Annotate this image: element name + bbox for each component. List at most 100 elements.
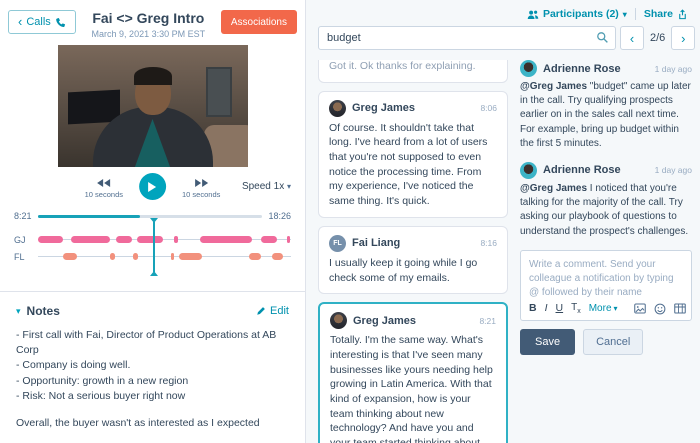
speaker-track-line[interactable] [38, 236, 291, 243]
associations-button[interactable]: Associations [220, 10, 297, 34]
clear-formatting-button[interactable]: Tx [571, 301, 581, 315]
transcript-message[interactable]: Greg James 8:06 Of course. It shouldn't … [318, 90, 508, 218]
chevron-down-icon: ▾ [286, 182, 291, 191]
comment: Adrienne Rose 1 day ago @Greg James I no… [520, 161, 692, 239]
current-time: 8:21 [14, 211, 32, 221]
match-counter: 2/6 [650, 32, 666, 44]
share-button[interactable]: Share [644, 8, 688, 20]
speaker-track-line[interactable] [38, 253, 291, 260]
edit-notes-button[interactable]: Edit [256, 305, 289, 317]
speaker-track-label: FL [14, 251, 25, 262]
comment-time: 1 day ago [654, 165, 692, 176]
bold-button[interactable]: B [529, 302, 537, 315]
speaker-name: Greg James [353, 314, 416, 327]
image-icon [633, 303, 646, 314]
progress-row: 8:21 18:26 [0, 211, 305, 221]
transcript-search-row: ‹ 2/6 › [306, 24, 700, 52]
next-match-button[interactable]: › [671, 26, 696, 50]
meta-row: Participants (2) ▾ Share [306, 0, 700, 24]
note-line: - Opportunity: growth in a new region [16, 374, 189, 387]
call-details-panel: ‹ Calls Fai <> Greg Intro March 9, 2021 … [0, 0, 305, 443]
back-to-calls-button[interactable]: ‹ Calls [8, 10, 76, 34]
play-button[interactable] [139, 173, 166, 200]
speaker-name: Greg James [352, 102, 415, 115]
avatar [520, 60, 537, 77]
avatar [329, 99, 346, 117]
speed-dropdown[interactable]: Speed 1x ▾ [242, 181, 291, 192]
underline-button[interactable]: U [555, 302, 564, 315]
transcript-message-active[interactable]: Greg James 8:21 Totally. I'm the same wa… [318, 302, 508, 443]
mention[interactable]: @Greg James [520, 182, 588, 194]
call-title-block: Fai <> Greg Intro March 9, 2021 3:30 PM … [76, 10, 221, 39]
comment-input[interactable]: Write a comment. Send your colleague a n… [529, 258, 674, 298]
video-window-shape [205, 67, 232, 117]
search-input[interactable] [318, 26, 616, 50]
participants-label: Participants (2) [542, 8, 619, 20]
comments-panel: Adrienne Rose 1 day ago @Greg James "bud… [520, 60, 694, 443]
comment-composer[interactable]: Write a comment. Send your colleague a n… [520, 249, 692, 321]
call-video[interactable] [57, 45, 248, 167]
chevron-left-icon: ‹ [18, 13, 23, 29]
chevron-down-icon: ▾ [613, 304, 618, 314]
previous-match-button[interactable]: ‹ [620, 26, 644, 50]
notes-body: - First call with Fai, Director of Produ… [16, 328, 289, 429]
message-text: Got it. Ok thanks for explaining. [329, 60, 476, 72]
rewind-icon [97, 179, 111, 187]
forward-icon [194, 179, 208, 187]
participants-icon [527, 10, 539, 19]
chevron-down-icon[interactable]: ▾ [16, 305, 21, 316]
comment-text: @Greg James "budget" came up later in th… [520, 80, 692, 151]
speaker-name: Fai Liang [352, 237, 401, 250]
more-formatting-dropdown[interactable]: More ▾ [589, 303, 618, 314]
comment-body: I noticed that you're talking for the ma… [520, 182, 689, 237]
insert-table-button[interactable] [673, 303, 686, 314]
forward-10s-button[interactable]: 10 seconds [182, 179, 220, 199]
comment-body: "budget" came up later in the call. Try … [520, 81, 691, 149]
note-line: - Risk: Not a serious buyer right now [16, 389, 186, 402]
participants-dropdown[interactable]: Participants (2) ▾ [527, 8, 627, 20]
transcript-list[interactable]: Got it. Ok thanks for explaining. Greg J… [318, 60, 508, 443]
message-timestamp: 8:06 [480, 103, 497, 114]
avatar [330, 312, 347, 330]
rewind-label: 10 seconds [84, 190, 123, 199]
rewind-10s-button[interactable]: 10 seconds [85, 179, 123, 199]
phone-icon [55, 17, 65, 27]
save-button[interactable]: Save [520, 328, 576, 355]
message-text: Totally. I'm the same way. What's intere… [330, 333, 496, 443]
comment-author: Adrienne Rose [543, 164, 621, 177]
cancel-button[interactable]: Cancel [583, 328, 644, 355]
avatar [520, 161, 537, 179]
notes-section: ▾ Notes Edit - First call with Fai, Dire… [0, 291, 305, 429]
insert-emoji-button[interactable] [654, 303, 666, 315]
play-icon [148, 181, 161, 192]
transcript-message[interactable]: FL Fai Liang 8:16 I usually keep it goin… [318, 225, 508, 295]
edit-label: Edit [270, 305, 289, 317]
formatting-toolbar: B I U Tx More ▾ [529, 301, 686, 315]
comment: Adrienne Rose 1 day ago @Greg James "bud… [520, 60, 692, 151]
progress-fill [37, 214, 140, 218]
share-label: Share [643, 8, 673, 20]
message-text: I usually keep it going while I go check… [329, 256, 478, 284]
progress-bar[interactable] [37, 214, 263, 218]
speaker-track-label: GJ [14, 234, 26, 245]
speed-label: Speed 1x [241, 181, 285, 192]
table-icon [673, 303, 686, 314]
transcript-message[interactable]: Got it. Ok thanks for explaining. [318, 60, 508, 83]
message-timestamp: 8:21 [479, 315, 496, 326]
video-person-shirt [130, 119, 175, 167]
comment-text: @Greg James I noticed that you're talkin… [520, 182, 692, 239]
comment-author: Adrienne Rose [543, 62, 621, 75]
insert-image-button[interactable] [633, 303, 646, 314]
message-timestamp: 8:16 [480, 238, 497, 249]
playhead-handle[interactable] [149, 218, 158, 276]
note-line: - Company is doing well. [16, 359, 131, 372]
speaker-waveform: GJ FL [14, 218, 291, 276]
italic-button[interactable]: I [544, 302, 548, 315]
more-label: More [588, 303, 612, 315]
playback-controls: 10 seconds 10 seconds Speed 1x ▾ [0, 173, 305, 209]
speaker-track-gj: GJ [14, 231, 291, 248]
mention[interactable]: @Greg James [520, 81, 588, 92]
total-time: 18:26 [268, 211, 291, 221]
message-text-before: Totally. I'm the same way. What's intere… [330, 334, 493, 443]
